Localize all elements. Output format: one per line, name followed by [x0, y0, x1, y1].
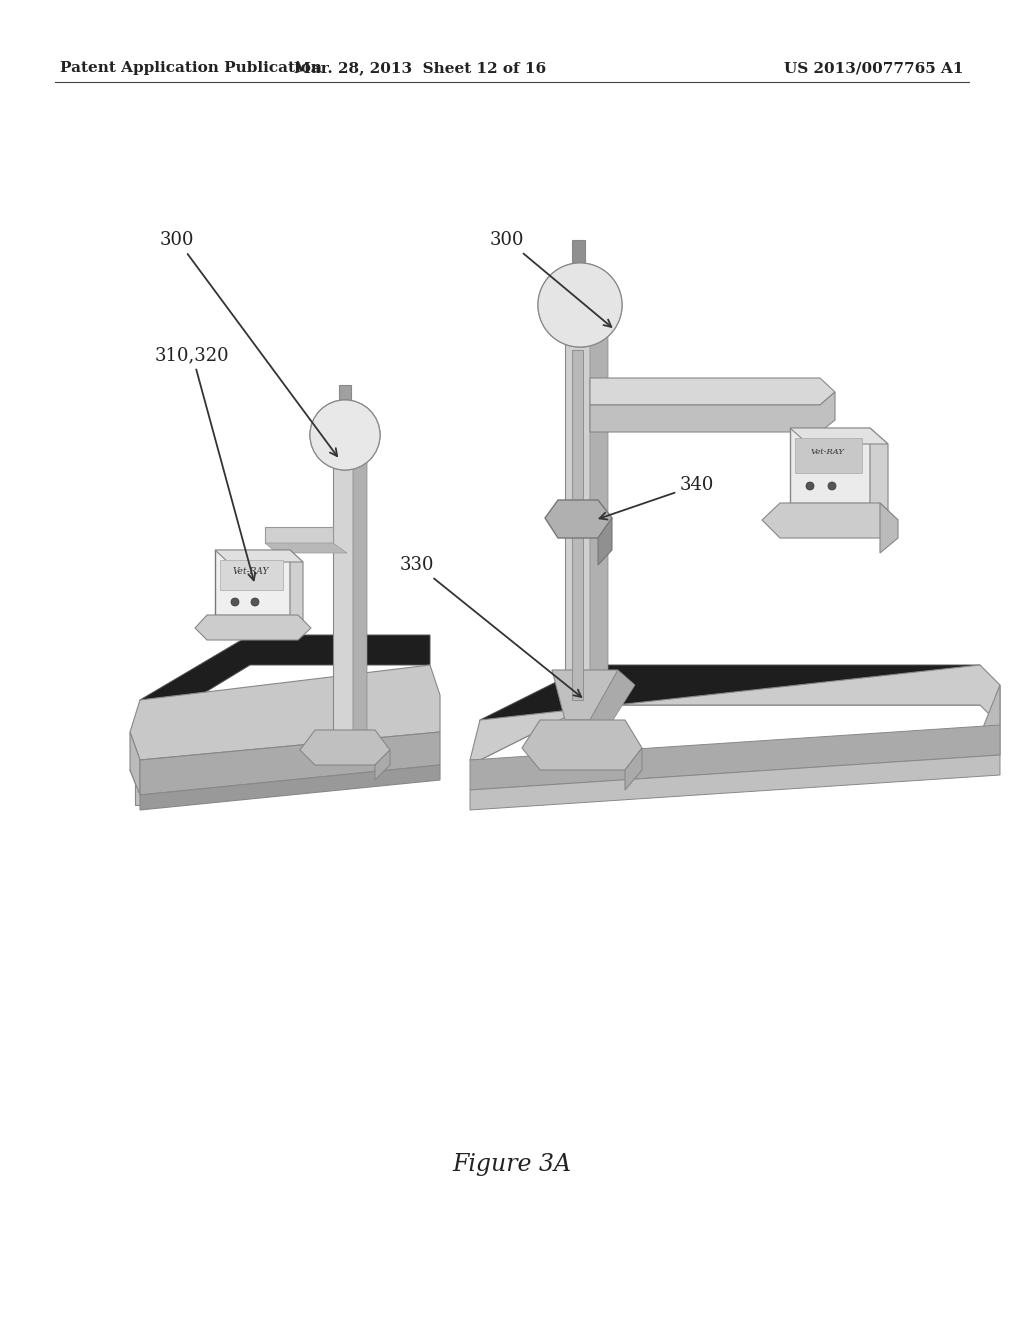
Text: Vet-RAY: Vet-RAY: [811, 447, 845, 455]
Polygon shape: [170, 750, 200, 775]
Polygon shape: [339, 385, 351, 411]
Text: 340: 340: [599, 477, 715, 520]
Polygon shape: [140, 635, 430, 733]
Polygon shape: [290, 550, 303, 628]
Polygon shape: [333, 411, 353, 735]
Polygon shape: [790, 428, 888, 444]
Polygon shape: [135, 780, 155, 805]
Text: Vet-RAY: Vet-RAY: [232, 568, 269, 577]
Circle shape: [806, 482, 814, 490]
Text: Mar. 28, 2013  Sheet 12 of 16: Mar. 28, 2013 Sheet 12 of 16: [294, 61, 546, 75]
Polygon shape: [130, 665, 440, 760]
Polygon shape: [870, 428, 888, 517]
Polygon shape: [195, 615, 311, 640]
Polygon shape: [140, 766, 440, 810]
Polygon shape: [590, 671, 635, 729]
Polygon shape: [215, 550, 303, 562]
Polygon shape: [565, 271, 590, 730]
Polygon shape: [470, 755, 1000, 810]
Text: 330: 330: [400, 556, 582, 697]
Polygon shape: [353, 411, 367, 744]
Polygon shape: [880, 503, 898, 553]
Polygon shape: [590, 392, 835, 432]
Circle shape: [538, 263, 622, 347]
Circle shape: [251, 598, 259, 606]
Text: US 2013/0077765 A1: US 2013/0077765 A1: [784, 61, 964, 75]
Polygon shape: [790, 428, 870, 503]
Polygon shape: [130, 733, 140, 795]
Polygon shape: [140, 733, 440, 795]
Polygon shape: [220, 560, 283, 590]
Text: 300: 300: [160, 231, 337, 457]
Text: 300: 300: [490, 231, 611, 327]
Polygon shape: [572, 240, 585, 271]
Text: 310,320: 310,320: [155, 346, 255, 581]
Circle shape: [310, 400, 380, 470]
Text: Patent Application Publication: Patent Application Publication: [60, 61, 322, 75]
Ellipse shape: [554, 277, 616, 347]
Polygon shape: [590, 271, 608, 744]
Circle shape: [310, 400, 380, 470]
Polygon shape: [300, 730, 390, 766]
Polygon shape: [470, 725, 1000, 789]
Polygon shape: [545, 500, 612, 539]
Polygon shape: [480, 665, 980, 760]
Polygon shape: [522, 719, 642, 770]
Polygon shape: [265, 527, 333, 543]
Polygon shape: [795, 438, 862, 473]
Polygon shape: [375, 750, 390, 780]
Ellipse shape: [325, 412, 375, 467]
Polygon shape: [625, 748, 642, 789]
Circle shape: [828, 482, 836, 490]
Text: Figure 3A: Figure 3A: [453, 1154, 571, 1176]
Polygon shape: [598, 517, 612, 565]
Polygon shape: [980, 685, 1000, 755]
Polygon shape: [590, 378, 835, 405]
Polygon shape: [130, 735, 200, 795]
Polygon shape: [552, 671, 618, 719]
Polygon shape: [265, 543, 347, 553]
Polygon shape: [215, 550, 290, 615]
Polygon shape: [762, 503, 898, 539]
Polygon shape: [130, 735, 200, 780]
Circle shape: [538, 263, 622, 347]
Circle shape: [231, 598, 239, 606]
Polygon shape: [470, 665, 1000, 760]
Polygon shape: [572, 350, 583, 700]
